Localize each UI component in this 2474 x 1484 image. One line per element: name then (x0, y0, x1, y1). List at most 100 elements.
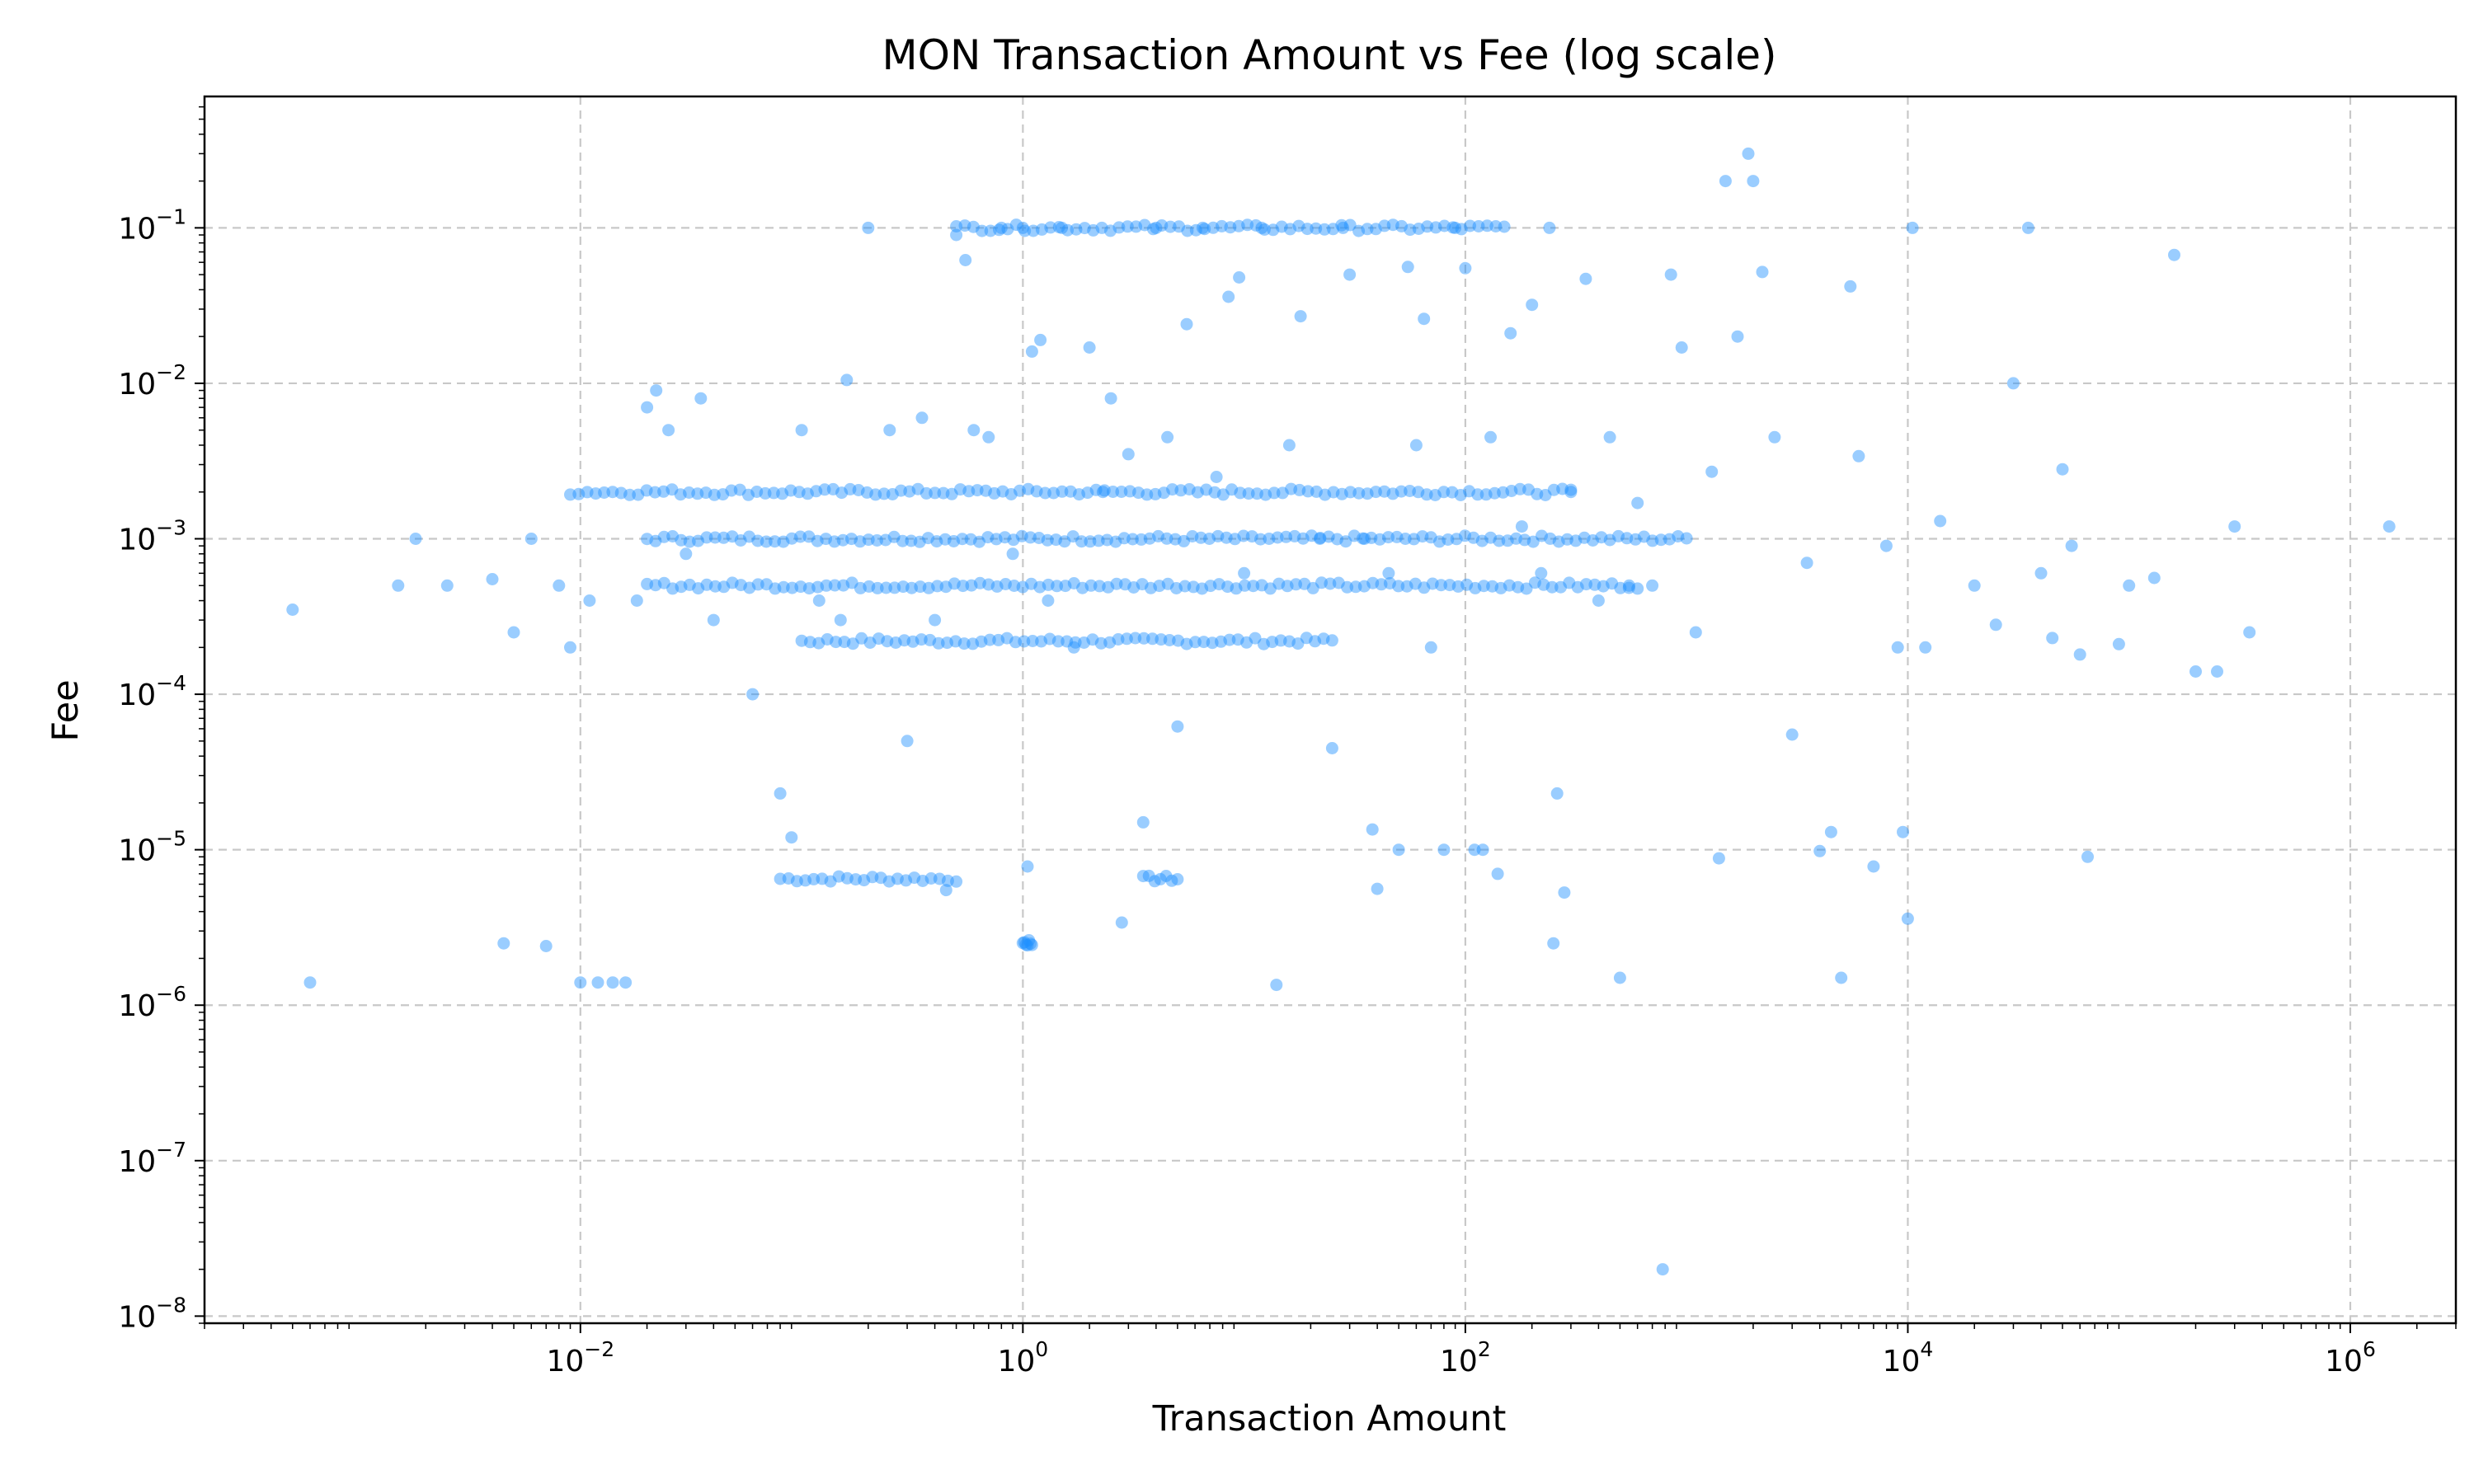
scatter-point (1424, 531, 1437, 544)
scatter-point (1337, 221, 1350, 234)
scatter-point (1180, 637, 1193, 650)
scatter-point (958, 219, 971, 232)
scatter-point (1035, 223, 1048, 236)
scatter-point (630, 594, 643, 607)
scatter-point (1454, 489, 1467, 501)
scatter-point (1148, 875, 1161, 888)
scatter-point (1112, 633, 1125, 646)
x-tick-exponent: 0 (1035, 1337, 1048, 1361)
scatter-point (1556, 482, 1569, 495)
scatter-point (1136, 870, 1150, 883)
scatter-point (984, 224, 997, 237)
x-tick-base: 10 (546, 1345, 584, 1378)
scatter-point (1183, 483, 1196, 495)
scatter-point (1392, 580, 1405, 593)
scatter-point (657, 530, 670, 543)
scatter-point (1203, 533, 1216, 545)
scatter-point (1083, 341, 1096, 354)
scatter-point (1242, 487, 1255, 500)
scatter-point (1024, 937, 1037, 951)
scatter-point (777, 580, 790, 594)
scatter-point (1245, 530, 1258, 543)
scatter-point (1459, 529, 1471, 542)
scatter-point (1102, 580, 1115, 594)
scatter-point (832, 870, 845, 883)
scatter-point (1104, 392, 1117, 405)
scatter-point (824, 875, 837, 888)
scatter-point (1056, 485, 1069, 498)
scatter-point (967, 220, 980, 233)
scatter-point (1117, 532, 1131, 545)
scatter-point (1472, 220, 1485, 232)
scatter-point (1989, 618, 2002, 632)
scatter-point (1409, 577, 1422, 590)
scatter-point (828, 535, 841, 548)
scatter-point (1498, 220, 1511, 233)
scatter-point (1476, 843, 1489, 857)
scatter-point (1537, 578, 1550, 591)
scatter-point (826, 482, 840, 495)
y-tick-label: 10−3 (118, 516, 186, 557)
scatter-point (1518, 533, 1531, 547)
x-tick-label: 100 (997, 1337, 1048, 1378)
scatter-point (1451, 580, 1465, 593)
scatter-point (971, 484, 984, 497)
scatter-point (914, 580, 927, 594)
scatter-point (1528, 576, 1541, 589)
scatter-point (1115, 916, 1128, 929)
scatter-point (769, 582, 782, 595)
scatter-point (1731, 330, 1744, 343)
scatter-point (962, 485, 976, 498)
scatter-point (836, 533, 849, 547)
scatter-point (1315, 576, 1328, 589)
scatter-point (846, 637, 859, 650)
scatter-point (1042, 594, 1055, 607)
scatter-point (1416, 530, 1429, 543)
scatter-point (1237, 529, 1250, 542)
scatter-point (1143, 532, 1156, 545)
scatter-point (1112, 221, 1126, 234)
scatter-point (811, 534, 824, 547)
scatter-point (1009, 218, 1023, 232)
scatter-point (2168, 248, 2180, 261)
scatter-point (905, 581, 918, 594)
scatter-point (1150, 221, 1163, 234)
scatter-point (619, 976, 633, 989)
scatter-point (1520, 582, 1533, 595)
scatter-point (2243, 626, 2256, 639)
scatter-point (1138, 218, 1151, 232)
scatter-point (774, 872, 787, 885)
scatter-point (1424, 641, 1437, 654)
scatter-point (683, 578, 696, 591)
scatter-point (507, 626, 520, 639)
scatter-point (1186, 530, 1199, 542)
scatter-point (1281, 580, 1294, 593)
scatter-point (1646, 579, 1659, 592)
x-tick-base: 10 (1440, 1345, 1478, 1378)
scatter-point (1146, 223, 1159, 236)
scatter-point (1629, 533, 1642, 546)
scatter-point (790, 875, 803, 888)
scatter-point (1160, 532, 1174, 545)
scatter-point (1588, 578, 1602, 591)
scatter-point (957, 580, 970, 593)
scatter-point (1558, 886, 1571, 899)
scatter-point (1298, 577, 1311, 590)
y-tick-exponent: −2 (156, 360, 186, 384)
scatter-point (896, 580, 910, 594)
scatter-point (1206, 221, 1220, 234)
scatter-point (1564, 483, 1578, 496)
scatter-point (975, 635, 988, 648)
y-tick-label: 10−1 (118, 204, 186, 246)
scatter-point (746, 688, 760, 701)
scatter-point (1197, 636, 1211, 649)
scatter-points (286, 147, 2396, 1276)
scatter-point (1001, 223, 1014, 236)
scatter-point (1169, 533, 1182, 546)
scatter-point (1155, 219, 1169, 232)
scatter-point (982, 430, 995, 444)
scatter-point (2006, 377, 2020, 390)
scatter-point (900, 874, 913, 887)
scatter-point (1092, 534, 1105, 547)
